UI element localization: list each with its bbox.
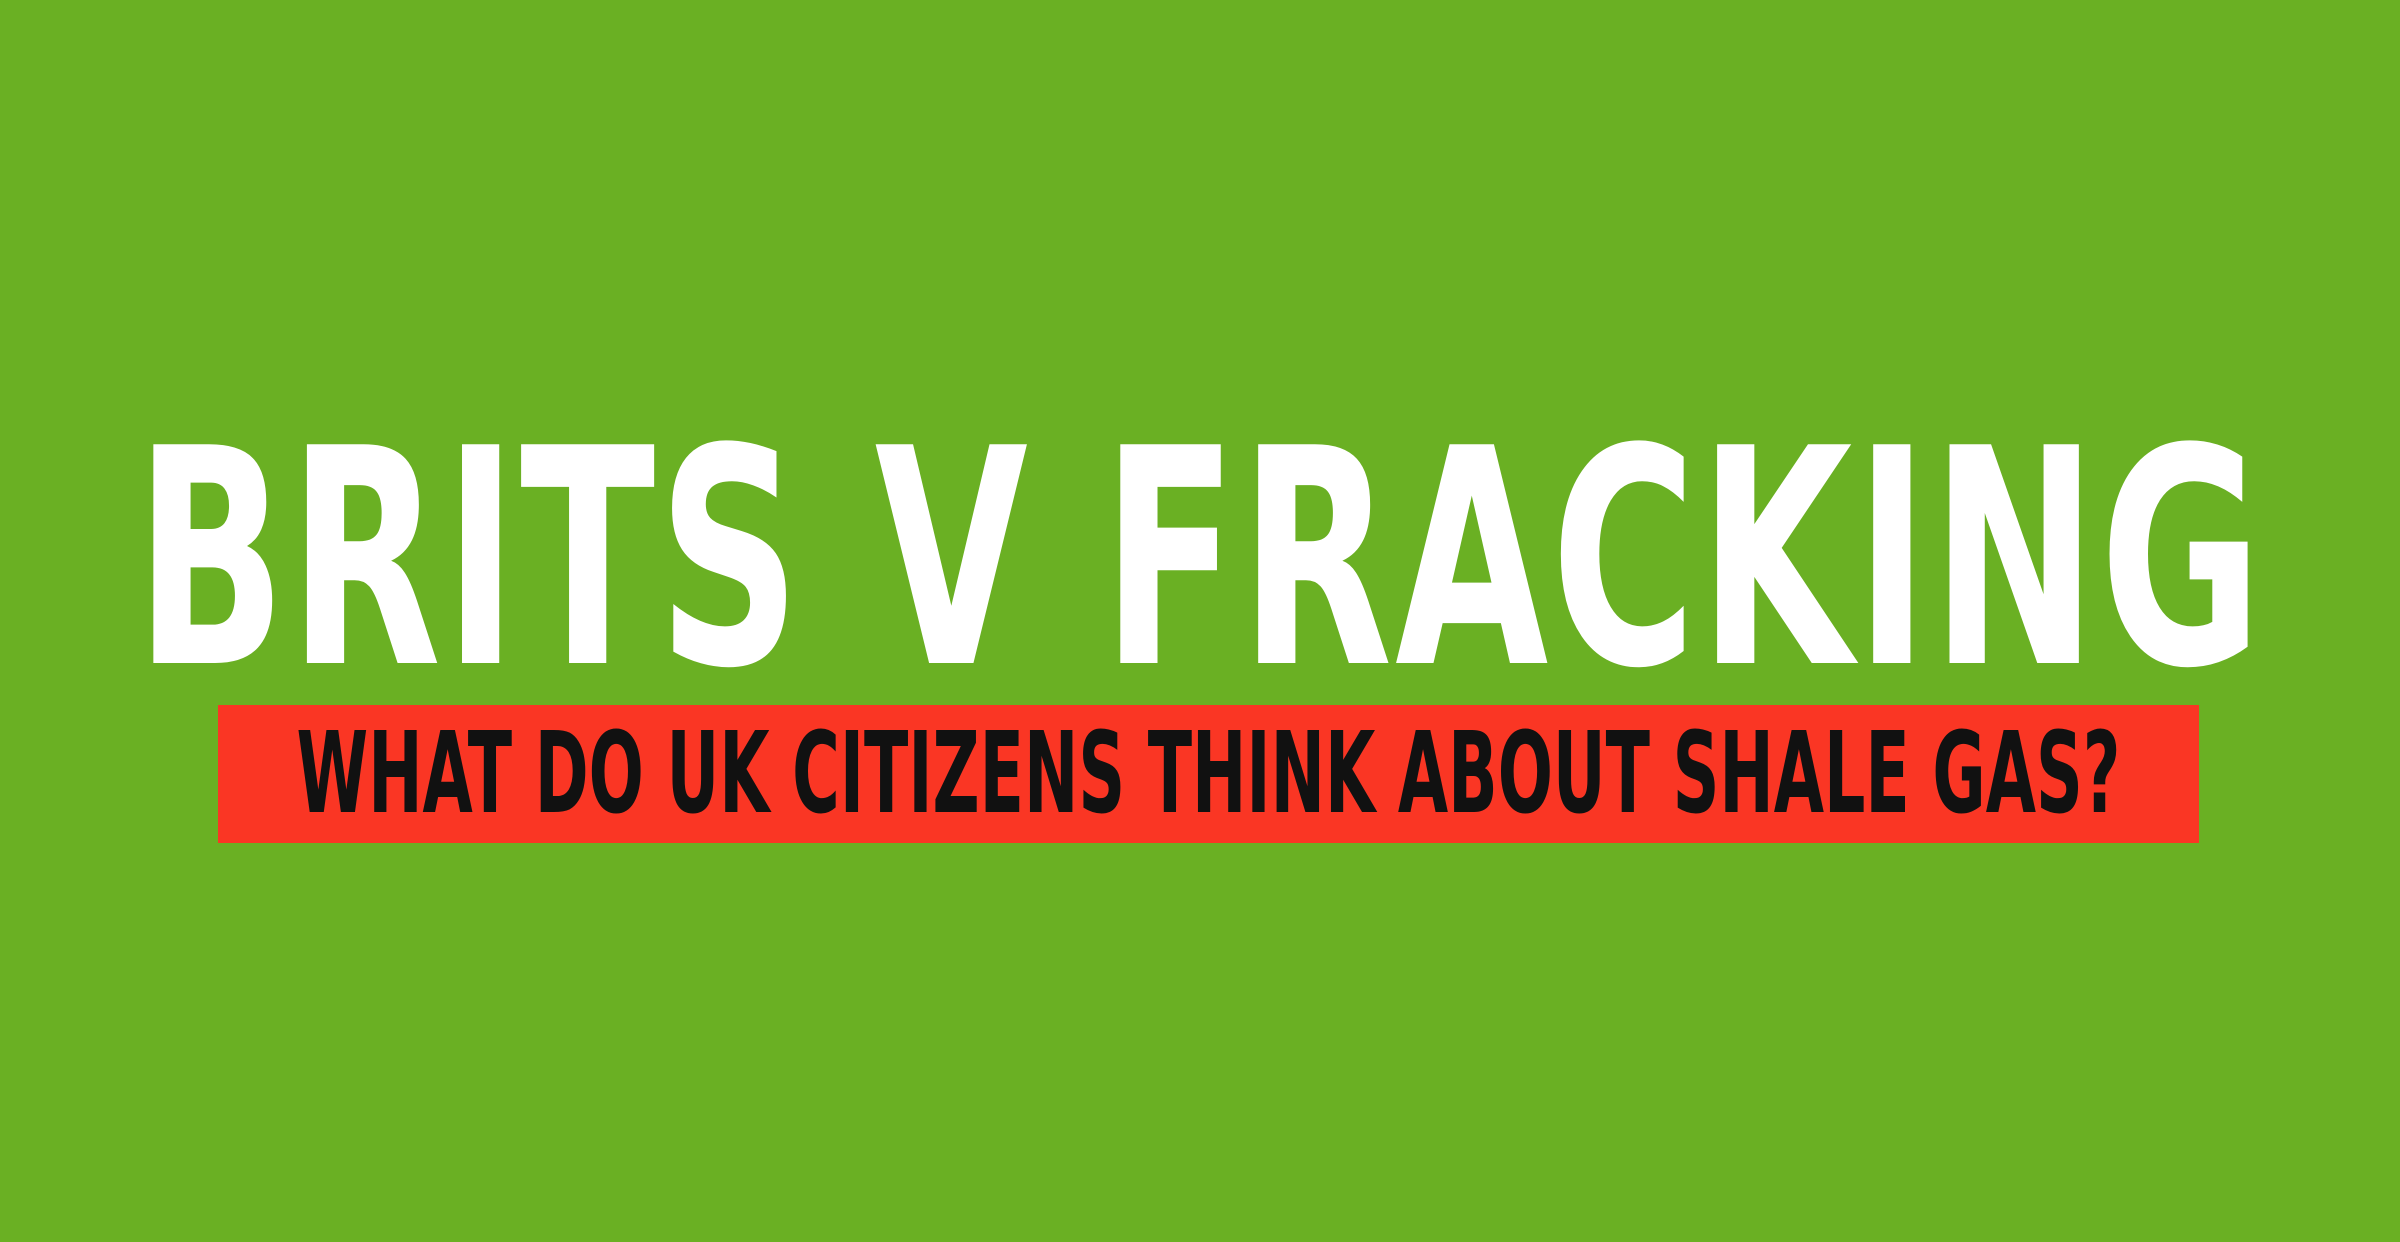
subtitle-text: WHAT DO UK CITIZENS THINK ABOUT SHALE GA… [296, 709, 2121, 839]
page-title: BRITS V FRACKING [135, 385, 2265, 734]
subtitle-banner: WHAT DO UK CITIZENS THINK ABOUT SHALE GA… [218, 705, 2199, 843]
